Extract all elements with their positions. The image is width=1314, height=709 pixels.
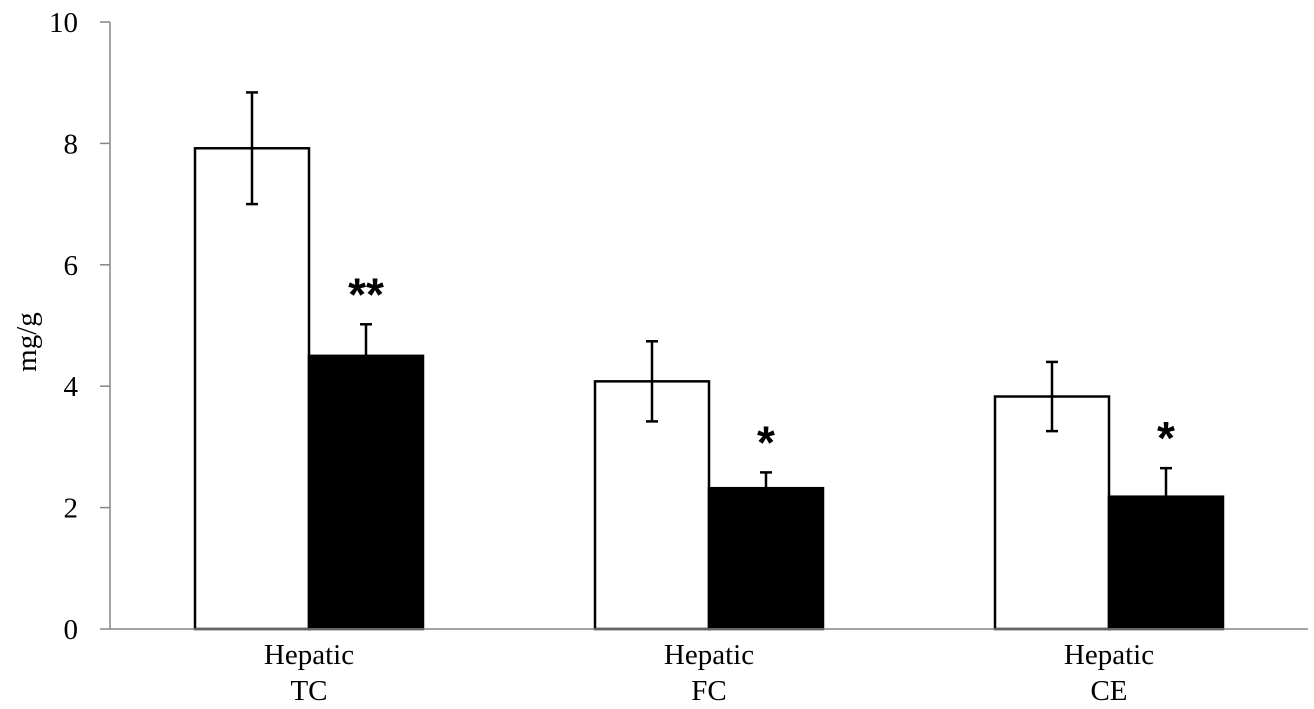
- error-bars: [246, 91, 1172, 527]
- significance-marker-1: *: [757, 416, 775, 468]
- y-tick-label-4: 4: [64, 371, 79, 403]
- bar-0-0: [193, 147, 311, 631]
- y-tick-label-8: 8: [64, 128, 79, 160]
- y-tick-label-10: 10: [49, 7, 78, 39]
- x-category-label-0-line-0: Hepatic: [264, 639, 354, 671]
- y-axis-ticks: 0 2 4 6 8 10: [49, 7, 110, 646]
- y-tick-label-2: 2: [64, 493, 79, 525]
- y-axis-title-group: mg/g: [11, 312, 43, 372]
- y-axis-title: mg/g: [11, 312, 43, 372]
- significance-markers: *** *: [348, 268, 1175, 468]
- significance-marker-2: *: [1157, 412, 1175, 464]
- x-category-label-0-line-1: TC: [290, 675, 327, 707]
- bar-1-1: [707, 486, 825, 631]
- bars: [193, 147, 1225, 631]
- x-category-label-1-line-0: Hepatic: [664, 639, 754, 671]
- significance-marker-0: **: [348, 268, 384, 320]
- x-axis-labels: Hepatic TC Hepatic FC Hepatic CE: [264, 639, 1154, 707]
- axes: [109, 22, 1308, 630]
- x-category-label-2-line-1: CE: [1090, 675, 1127, 707]
- bar-0-1: [307, 354, 425, 631]
- y-tick-label-0: 0: [64, 614, 79, 646]
- x-category-label-1-line-1: FC: [691, 675, 726, 707]
- y-tick-label-6: 6: [64, 250, 79, 282]
- x-category-label-2-line-0: Hepatic: [1064, 639, 1154, 671]
